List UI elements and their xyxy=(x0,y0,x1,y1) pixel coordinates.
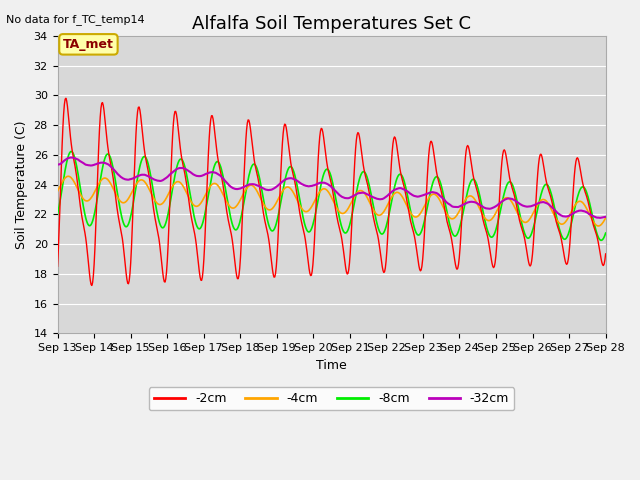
X-axis label: Time: Time xyxy=(316,359,347,372)
Y-axis label: Soil Temperature (C): Soil Temperature (C) xyxy=(15,120,28,249)
Title: Alfalfa Soil Temperatures Set C: Alfalfa Soil Temperatures Set C xyxy=(192,15,471,33)
Legend: -2cm, -4cm, -8cm, -32cm: -2cm, -4cm, -8cm, -32cm xyxy=(149,387,514,410)
Text: TA_met: TA_met xyxy=(63,38,114,51)
Text: No data for f_TC_temp14: No data for f_TC_temp14 xyxy=(6,14,145,25)
